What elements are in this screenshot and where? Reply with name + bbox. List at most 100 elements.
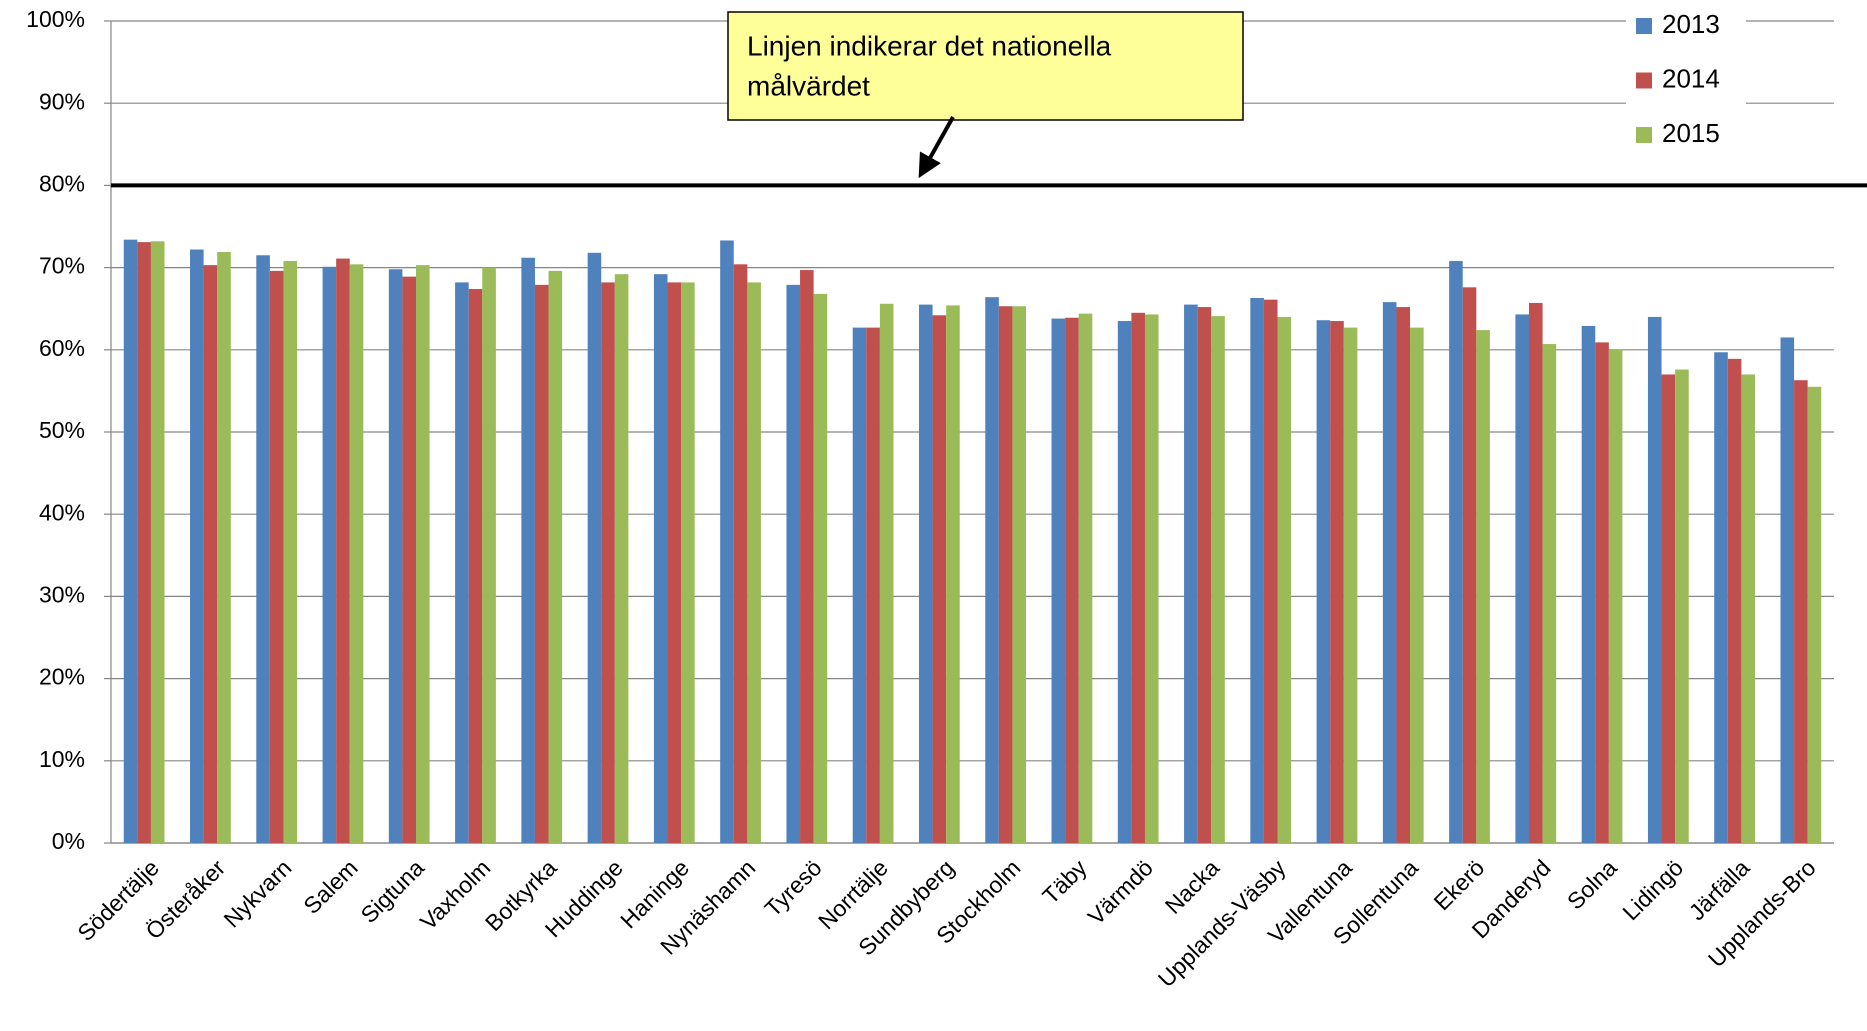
y-tick-label: 80% [39,170,85,196]
y-tick-label: 0% [52,828,85,854]
annotation-box [727,11,1244,121]
y-tick-label: 70% [39,253,85,279]
bar [1117,321,1132,843]
bar [1794,380,1808,843]
legend-label: 2015 [1662,118,1720,148]
bar [667,282,682,843]
y-tick-label: 90% [39,88,85,114]
bar [747,282,761,843]
bar [614,274,629,843]
bar [985,297,999,843]
legend-swatch [1636,127,1652,143]
y-tick-label: 20% [39,664,85,690]
bar [1476,330,1490,843]
bar [1741,374,1755,843]
bar [256,255,270,843]
bar [1780,337,1795,843]
annotation-text: målvärdet [747,70,870,101]
y-tick-label: 10% [39,746,85,772]
bar [1065,317,1079,843]
bar [1131,312,1145,843]
bar [998,306,1013,843]
bar [336,258,350,844]
y-tick-label: 60% [39,335,85,361]
bar [653,274,668,843]
x-tick-label: Solna [1562,854,1622,914]
bar [1608,349,1623,843]
bar [1396,307,1411,843]
bar [879,303,894,843]
bar [1316,320,1331,843]
x-tick-label: Täby [1037,854,1092,909]
annotation-arrow [918,116,955,179]
x-tick-label: Nacka [1160,854,1225,919]
bar [681,282,695,843]
x-tick-label: Salem [298,854,362,918]
bar [1410,327,1424,844]
bar [852,327,867,844]
bar [932,315,947,843]
x-tick-label: Vaxholm [415,854,495,934]
bar [720,240,734,843]
bar [1184,304,1198,844]
bar [1277,316,1292,843]
bar [388,269,403,843]
bar [786,284,801,843]
bar [1263,299,1278,844]
bar [1343,327,1358,844]
bar [1727,358,1742,843]
bar [150,241,165,843]
bar [1581,325,1596,843]
y-tick-label: 40% [39,499,85,525]
bar [283,261,298,843]
bar [1250,298,1264,843]
bar [1144,314,1159,844]
legend-swatch [1636,18,1652,34]
legend-label: 2013 [1662,9,1720,39]
bar [1197,307,1212,843]
legend-swatch [1636,72,1652,89]
bar [534,284,549,843]
bar [123,239,138,844]
bar [203,265,218,843]
bar [1012,306,1027,843]
bar [1515,314,1529,844]
bar [1449,261,1463,843]
bar [349,264,364,843]
bar [1675,369,1689,843]
bar [482,267,496,844]
bar [322,266,337,843]
bar [1382,302,1397,843]
bar [800,270,814,843]
bar [1051,318,1066,844]
bar [217,251,231,843]
x-tick-label: Ekerö [1428,854,1489,915]
bar [733,264,748,843]
bar [468,288,483,843]
annotation-text: Linjen indikerar det nationella [747,30,1112,61]
x-tick-label: Lidingö [1617,854,1688,925]
y-tick-label: 30% [39,581,85,607]
bar [402,276,417,844]
y-tick-label: 100% [26,6,85,32]
bar [137,242,151,844]
bar [1661,374,1676,843]
bar [918,304,933,844]
bar [190,249,204,844]
x-tick-label: Värmdö [1083,854,1158,929]
bar [1211,316,1225,843]
bar [548,270,563,843]
bar [946,305,960,843]
bar [1714,352,1728,843]
bar [416,265,430,843]
bar [587,252,602,843]
bar [601,282,615,843]
bar [1542,344,1557,843]
bar [521,257,535,844]
bar [1595,342,1609,843]
y-tick-label: 50% [39,417,85,443]
bar [866,327,880,844]
bar [1807,386,1822,843]
